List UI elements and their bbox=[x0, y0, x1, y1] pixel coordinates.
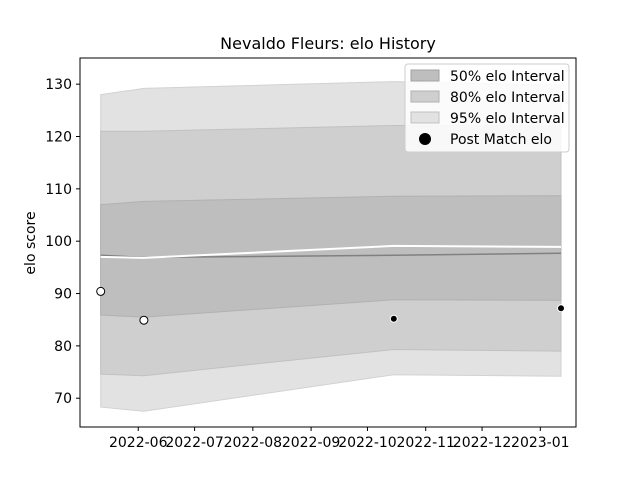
legend-marker-post-match bbox=[419, 133, 431, 145]
y-tick-label: 100 bbox=[45, 234, 72, 250]
legend-label-80: 80% elo Interval bbox=[450, 90, 565, 106]
y-axis-label: elo score bbox=[23, 211, 39, 274]
post-match-point bbox=[389, 314, 398, 323]
median-line bbox=[100, 252, 562, 259]
legend-box bbox=[404, 63, 570, 153]
y-tick-label: 80 bbox=[54, 339, 72, 355]
post-match-point bbox=[139, 315, 149, 325]
legend: 50% elo Interval 80% elo Interval 95% el… bbox=[404, 63, 570, 153]
post-match-point bbox=[96, 286, 106, 296]
y-tick-label: 110 bbox=[45, 182, 72, 198]
legend-label-post-match: Post Match elo bbox=[450, 132, 552, 148]
x-tick-label: 2023-01 bbox=[511, 435, 570, 451]
x-tick-label: 2022-12 bbox=[453, 435, 512, 451]
mean-line bbox=[100, 244, 562, 259]
x-tick-label: 2022-09 bbox=[282, 435, 341, 451]
legend-swatch-80 bbox=[410, 90, 440, 103]
legend-swatch-95 bbox=[410, 111, 440, 124]
x-tick-label: 2022-08 bbox=[224, 435, 283, 451]
y-tick-label: 120 bbox=[45, 130, 72, 146]
plot-area bbox=[96, 81, 565, 412]
x-tick-label: 2022-10 bbox=[338, 435, 397, 451]
y-tick-label: 130 bbox=[45, 77, 72, 93]
post-match-point bbox=[557, 304, 565, 313]
x-tick-label: 2022-11 bbox=[396, 435, 455, 451]
legend-swatch-50 bbox=[410, 69, 440, 82]
chart-title: Nevaldo Fleurs: elo History bbox=[220, 34, 436, 53]
legend-label-50: 50% elo Interval bbox=[450, 69, 565, 85]
x-tick-label: 2022-06 bbox=[109, 435, 168, 451]
y-tick-label: 90 bbox=[54, 287, 72, 303]
axes-frame bbox=[79, 57, 577, 428]
y-tick-label: 70 bbox=[54, 391, 72, 407]
legend-label-95: 95% elo Interval bbox=[450, 111, 565, 127]
x-tick-label: 2022-07 bbox=[165, 435, 224, 451]
